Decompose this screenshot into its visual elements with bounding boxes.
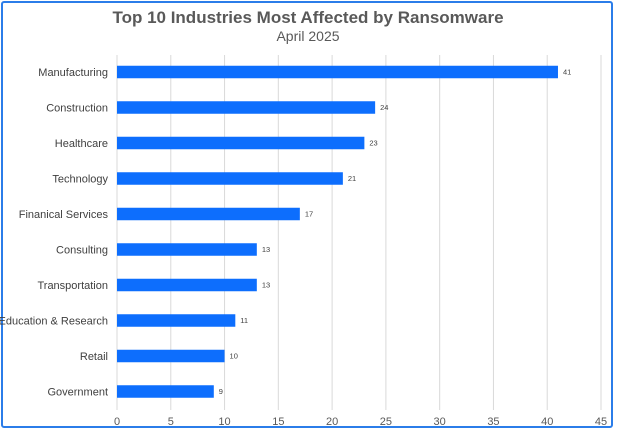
category-labels: Manufacturing Construction Healthcare Techn… <box>0 67 108 399</box>
category-label: Transportation <box>37 280 108 292</box>
bar <box>117 207 300 221</box>
x-tick-label: 30 <box>434 416 446 428</box>
bar <box>117 278 257 292</box>
bar <box>117 314 236 327</box>
bar <box>117 101 376 114</box>
data-label: 23 <box>369 139 377 148</box>
category-label: Retail <box>80 351 108 363</box>
bar <box>117 136 365 150</box>
category-label: Education & Research <box>0 316 108 328</box>
bar <box>117 65 558 79</box>
data-label: 21 <box>348 174 356 183</box>
data-label: 11 <box>240 316 248 325</box>
data-label: 9 <box>219 387 223 396</box>
x-tick-label: 40 <box>541 416 553 428</box>
x-tick-label: 45 <box>595 416 607 428</box>
bars <box>117 65 558 398</box>
bar <box>117 385 214 398</box>
data-label: 13 <box>262 245 270 254</box>
x-axis-ticks: 0 5 10 15 20 25 30 35 40 45 <box>114 416 607 428</box>
data-label: 10 <box>230 352 238 361</box>
category-label: Manufacturing <box>38 67 108 79</box>
chart-title: Top 10 Industries Most Affected by Ranso… <box>112 8 503 27</box>
x-tick-label: 20 <box>326 416 338 428</box>
data-labels: 41 24 23 21 17 13 13 11 10 9 <box>219 68 572 397</box>
bar <box>117 349 225 363</box>
category-label: Construction <box>46 103 108 115</box>
category-label: Government <box>47 387 108 399</box>
x-tick-label: 35 <box>487 416 499 428</box>
x-tick-label: 10 <box>218 416 230 428</box>
bar <box>117 243 257 256</box>
category-label: Technology <box>52 174 108 186</box>
category-label: Finanical Services <box>19 209 109 221</box>
chart-subtitle: April 2025 <box>276 28 339 44</box>
x-tick-label: 25 <box>380 416 392 428</box>
data-label: 41 <box>563 68 571 77</box>
bar <box>117 172 343 185</box>
x-tick-label: 15 <box>272 416 284 428</box>
data-label: 24 <box>380 103 388 112</box>
x-tick-label: 0 <box>114 416 120 428</box>
data-label: 13 <box>262 281 270 290</box>
data-label: 17 <box>305 210 313 219</box>
x-tick-label: 5 <box>168 416 174 428</box>
category-label: Healthcare <box>55 138 108 150</box>
category-label: Consulting <box>56 245 108 257</box>
